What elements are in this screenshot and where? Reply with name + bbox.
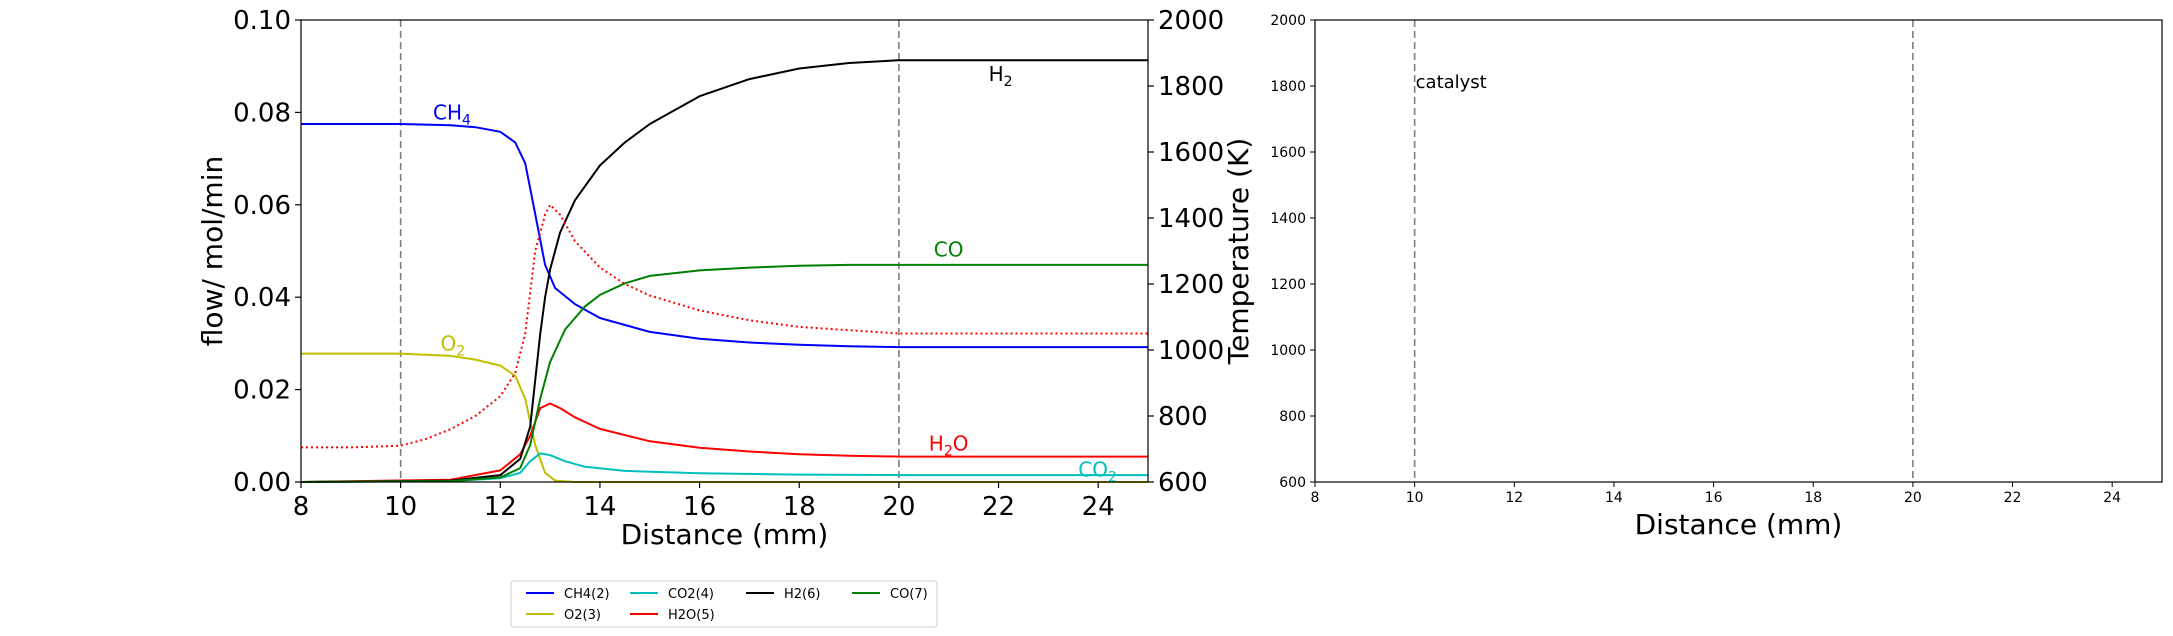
y2-axis-label: Temperature (K) bbox=[1222, 138, 1255, 365]
legend-label: O2(3) bbox=[564, 608, 601, 623]
x-tick-label: 24 bbox=[1082, 492, 1115, 522]
y-tick-label: 1800 bbox=[1270, 79, 1306, 95]
series-line-H2(6) bbox=[300, 59, 1148, 483]
series-line-CO(7) bbox=[300, 263, 1148, 483]
x-tick-label: 22 bbox=[982, 492, 1015, 522]
annotation-label: O2 bbox=[441, 331, 466, 359]
x-tick-label: 18 bbox=[783, 492, 816, 522]
legend-box bbox=[510, 580, 938, 628]
annotation-label: H2 bbox=[989, 62, 1013, 90]
legend-label: H2(6) bbox=[784, 587, 820, 602]
y-tick-label: 2000 bbox=[1270, 13, 1306, 29]
x-tick-label: 16 bbox=[683, 492, 716, 522]
y-tick-label: 1400 bbox=[1270, 211, 1306, 227]
series-line-O2(3) bbox=[301, 352, 1148, 483]
y-tick-label: 0.06 bbox=[233, 191, 291, 221]
legend: CH4(2) CO2(4) H2(6) CO(7) O2(3) H2O(5) bbox=[510, 580, 938, 628]
y-tick-label: 0.04 bbox=[233, 283, 291, 313]
annotation-label: H2O bbox=[929, 432, 969, 460]
y2-tick-label: 1000 bbox=[1158, 336, 1224, 366]
y-tick-label: 0.08 bbox=[233, 98, 291, 128]
series-line-H2O(5) bbox=[300, 402, 1148, 483]
x-axis-label: Distance (mm) bbox=[1635, 508, 1843, 541]
y-axis-label: flow/ mol/min bbox=[196, 156, 229, 346]
plot-frame bbox=[300, 19, 1149, 483]
temperature-line bbox=[301, 203, 1148, 449]
x-tick-label: 24 bbox=[2103, 490, 2121, 506]
x-tick-label: 8 bbox=[293, 492, 310, 522]
x-tick-label: 18 bbox=[1804, 490, 1822, 506]
annotation-label: CO bbox=[934, 238, 964, 262]
x-tick-label: 14 bbox=[583, 492, 616, 522]
x-tick-label: 22 bbox=[2004, 490, 2022, 506]
legend-label: H2O(5) bbox=[668, 608, 715, 623]
y2-tick-label: 800 bbox=[1158, 402, 1208, 432]
y-tick-label: 1600 bbox=[1270, 145, 1306, 161]
x-axis-label: Distance (mm) bbox=[621, 518, 829, 551]
x-tick-label: 20 bbox=[882, 492, 915, 522]
catalyst-label: catalyst bbox=[1416, 72, 1487, 93]
y-tick-label: 0.10 bbox=[233, 6, 291, 36]
annotation-label: CH4 bbox=[433, 100, 471, 128]
y2-tick-label: 1400 bbox=[1158, 204, 1224, 234]
y-tick-label: 600 bbox=[1279, 475, 1306, 491]
y-tick-label: 1200 bbox=[1270, 277, 1306, 293]
x-tick-label: 20 bbox=[1904, 490, 1922, 506]
y2-tick-label: 2000 bbox=[1158, 6, 1224, 36]
y-tick-label: 800 bbox=[1279, 409, 1306, 425]
legend-label: CH4(2) bbox=[564, 587, 610, 602]
y2-tick-label: 1200 bbox=[1158, 270, 1224, 300]
series-line-CO2(4) bbox=[300, 452, 1148, 483]
legend-label: CO2(4) bbox=[668, 587, 714, 602]
chart-temperature: 8 10 12 14 16 18 20 22 24 600 800 1000 1200 1400 1600 1… bbox=[1270, 13, 2163, 541]
x-tick-label: 10 bbox=[1406, 490, 1424, 506]
chart-species-flow: 8 10 12 14 16 18 20 22 24 0.00 0.02 0.04 0.06 0.08 0.1… bbox=[196, 6, 1255, 551]
y2-tick-label: 1800 bbox=[1158, 72, 1224, 102]
y2-tick-label: 600 bbox=[1158, 468, 1208, 498]
y-tick-label: 0.00 bbox=[233, 468, 291, 498]
x-tick-label: 12 bbox=[484, 492, 517, 522]
x-tick-label: 10 bbox=[384, 492, 417, 522]
legend-label: CO(7) bbox=[890, 587, 928, 602]
x-tick-label: 12 bbox=[1505, 490, 1523, 506]
annotation-label: CO2 bbox=[1078, 457, 1117, 485]
y2-tick-label: 1600 bbox=[1158, 138, 1224, 168]
x-tick-label: 16 bbox=[1705, 490, 1723, 506]
plot-frame bbox=[1314, 19, 2163, 483]
series-line-CH4(2) bbox=[301, 123, 1148, 349]
x-tick-label: 8 bbox=[1311, 490, 1320, 506]
y-tick-label: 1000 bbox=[1270, 343, 1306, 359]
y-tick-label: 0.02 bbox=[233, 376, 291, 406]
x-tick-label: 14 bbox=[1605, 490, 1623, 506]
